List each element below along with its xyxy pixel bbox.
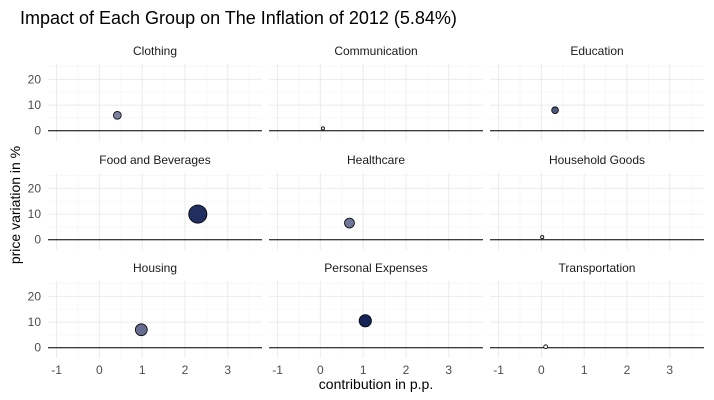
- x-tick-label: -1: [272, 363, 283, 377]
- x-tick-label: -1: [51, 363, 62, 377]
- y-tick-label: 0: [34, 341, 41, 355]
- data-point: [113, 111, 122, 120]
- x-tick-label: 2: [624, 363, 631, 377]
- facet-label: Transportation: [559, 261, 636, 275]
- x-axis-title: contribution in p.p.: [319, 376, 433, 392]
- x-tick-label: 0: [538, 363, 545, 377]
- facet-label: Healthcare: [347, 153, 405, 167]
- facet-panel: Food and Beverages 0 10 20: [28, 153, 262, 250]
- chart-title: Impact of Each Group on The Inflation of…: [20, 8, 457, 28]
- facet-label: Clothing: [133, 44, 177, 58]
- y-tick-label: 0: [34, 233, 41, 247]
- data-point: [358, 314, 372, 328]
- facet-panel: Communication: [269, 44, 483, 141]
- facet-panel: Clothing 0 10 20: [28, 44, 262, 141]
- facet-label: Housing: [133, 261, 177, 275]
- y-tick-label: 20: [28, 181, 42, 195]
- y-axis-title: price variation in %: [7, 146, 23, 264]
- y-tick-label: 10: [28, 98, 42, 112]
- x-tick-label: 2: [182, 363, 189, 377]
- data-point: [543, 344, 548, 350]
- y-tick-label: 10: [28, 207, 42, 221]
- y-tick-label: 10: [28, 315, 42, 329]
- facet-panel: Household Goods: [490, 153, 704, 250]
- facet-label: Food and Beverages: [99, 153, 210, 167]
- x-tick-label: 3: [666, 363, 673, 377]
- data-point: [188, 204, 208, 224]
- facet-panel: Housing 0 10 20 -1 0 1 2 3: [28, 261, 262, 377]
- data-point: [551, 106, 559, 114]
- x-tick-label: 2: [403, 363, 410, 377]
- facet-label: Household Goods: [549, 153, 645, 167]
- y-tick-label: 20: [28, 289, 42, 303]
- data-point: [134, 323, 148, 337]
- x-tick-label: -1: [493, 363, 504, 377]
- x-tick-label: 0: [96, 363, 103, 377]
- facet-panel: Healthcare: [269, 153, 483, 250]
- facet-panel: Education: [490, 44, 704, 141]
- facet-panel: Transportation -1 0 1 2 3: [490, 261, 704, 377]
- x-tick-label: 3: [224, 363, 231, 377]
- data-point: [320, 126, 325, 131]
- y-tick-label: 20: [28, 72, 42, 86]
- data-point: [344, 217, 355, 229]
- y-tick-label: 0: [34, 124, 41, 138]
- x-tick-label: 3: [445, 363, 452, 377]
- x-tick-label: 1: [360, 363, 367, 377]
- facet-label: Personal Expenses: [324, 261, 427, 275]
- data-point: [540, 235, 545, 240]
- facet-label: Education: [570, 44, 623, 58]
- facet-label: Communication: [334, 44, 417, 58]
- x-tick-label: 0: [317, 363, 324, 377]
- facet-panel: Personal Expenses -1 0 1 2 3: [269, 261, 483, 377]
- x-tick-label: 1: [581, 363, 588, 377]
- x-tick-label: 1: [139, 363, 146, 377]
